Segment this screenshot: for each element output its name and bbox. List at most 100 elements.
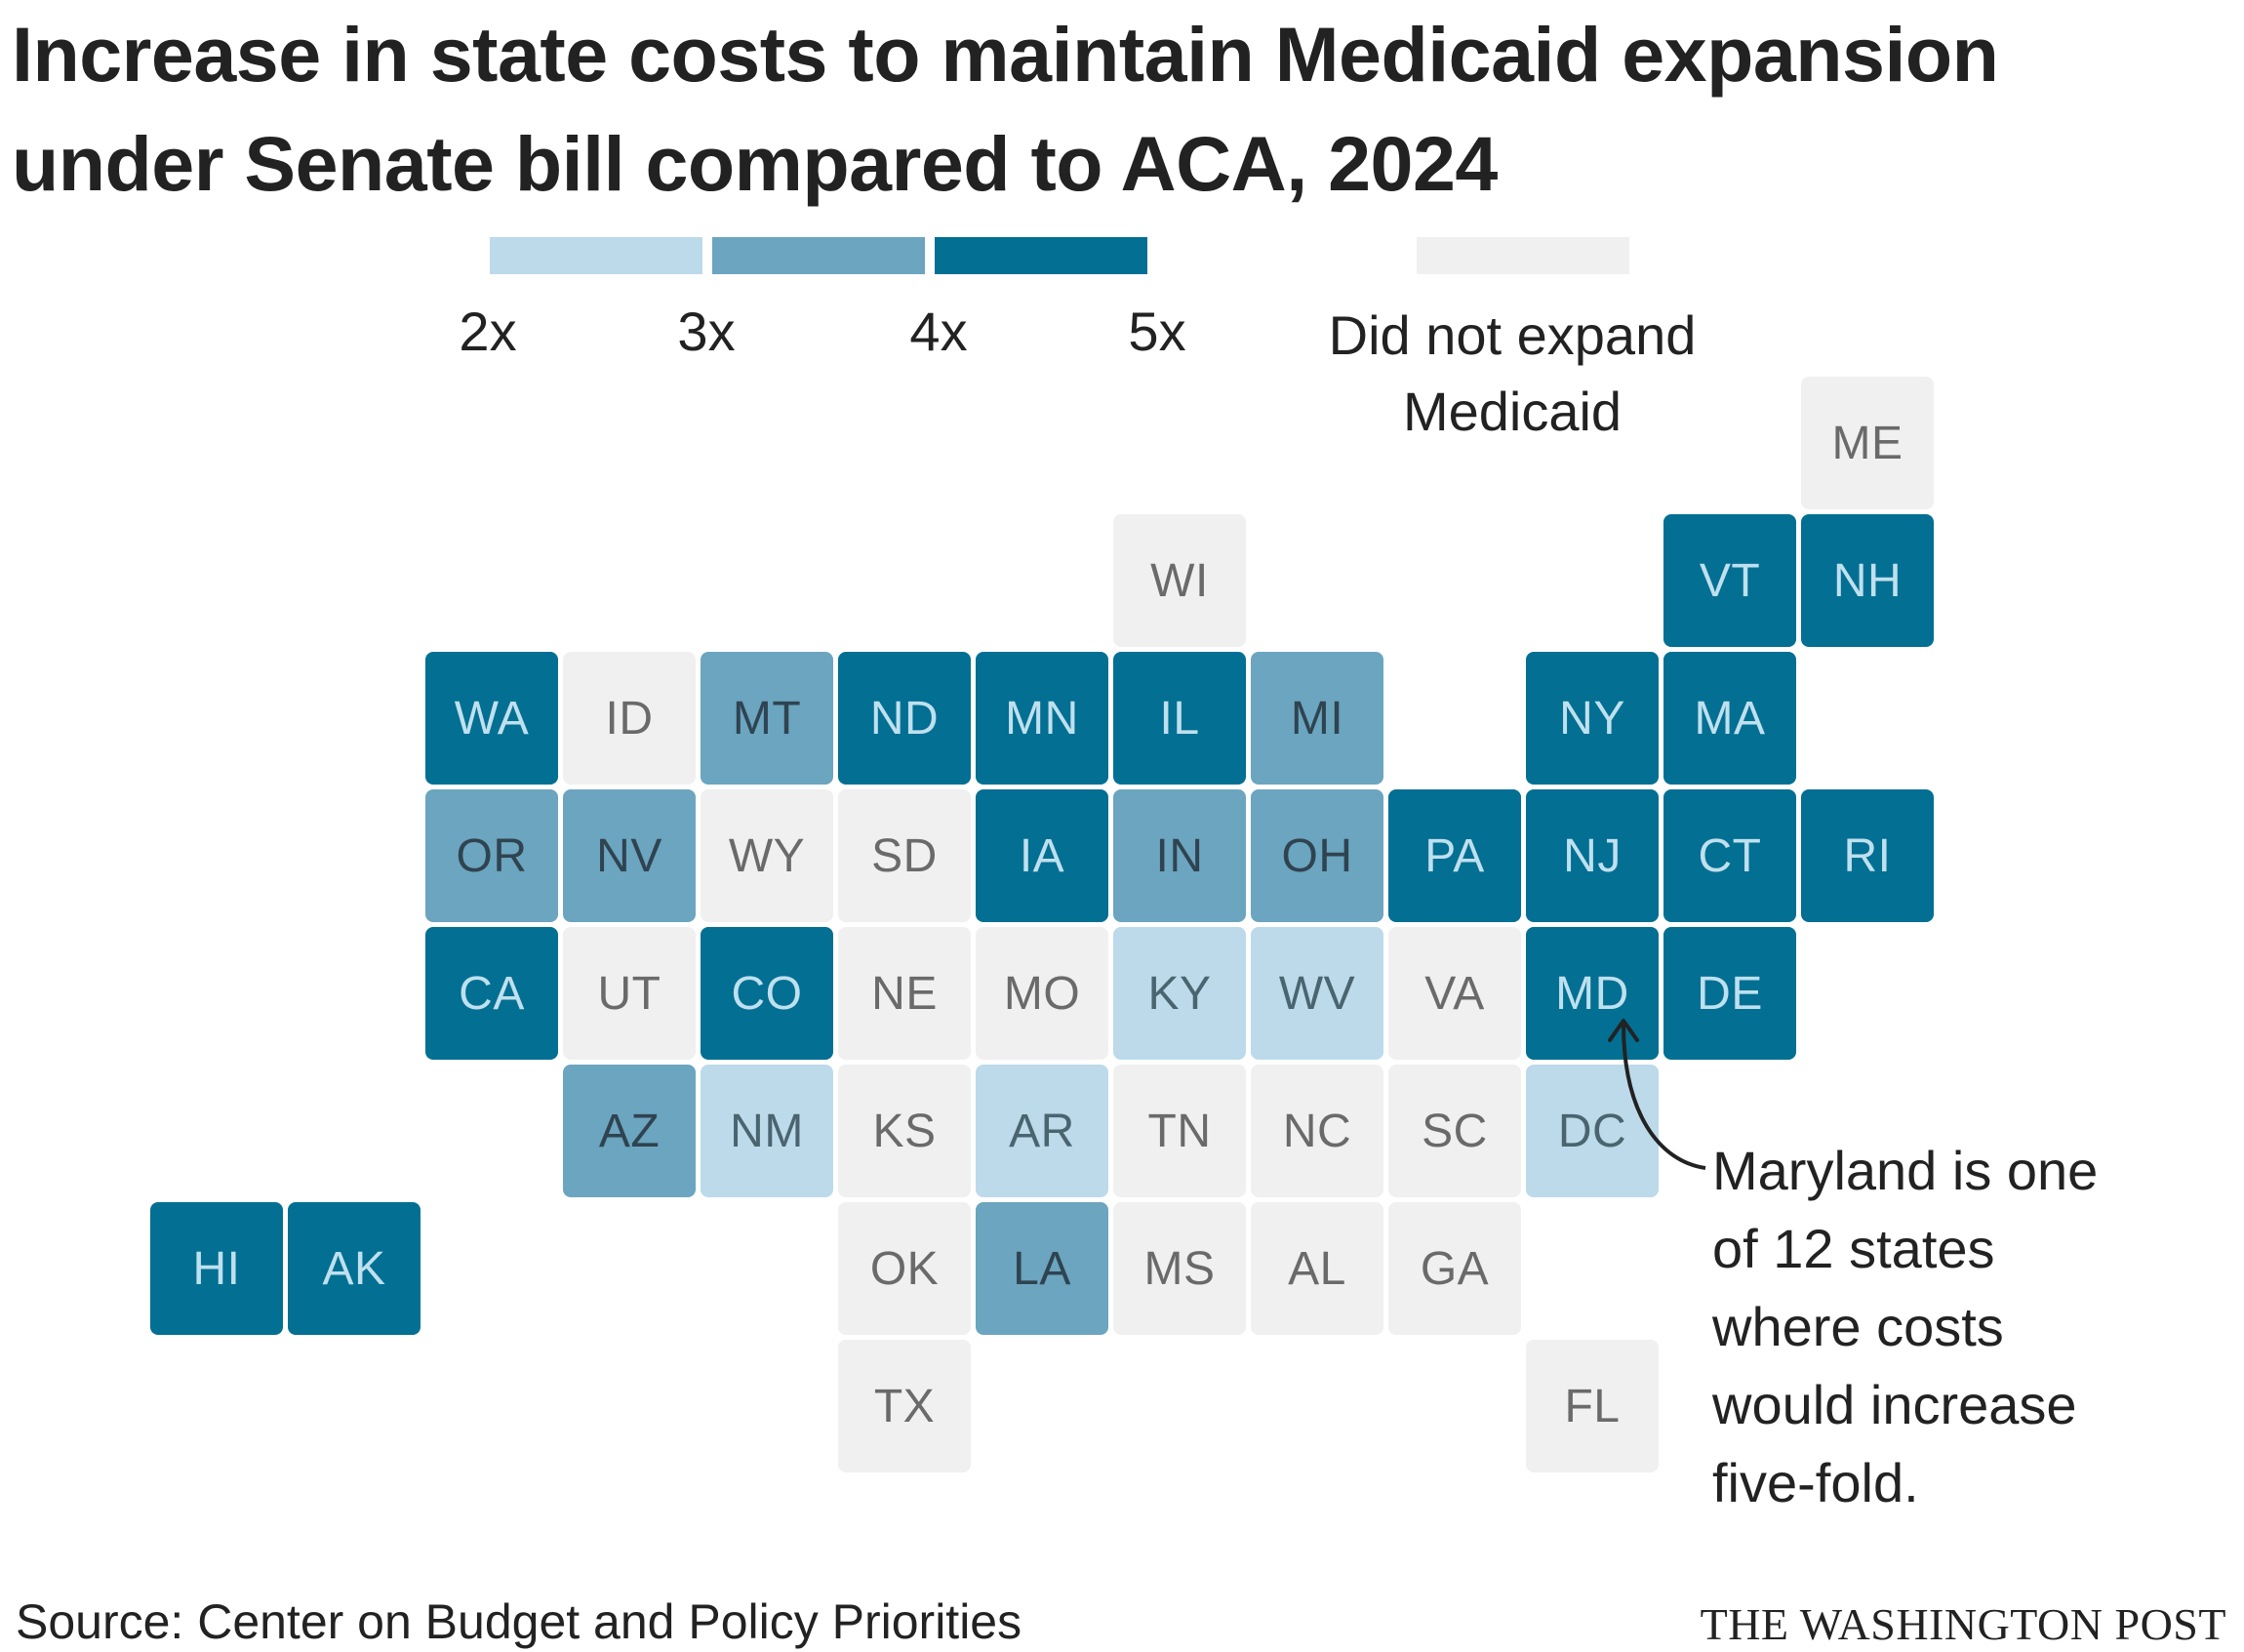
state-tile-al: AL xyxy=(1251,1202,1383,1335)
state-label: MT xyxy=(733,692,801,745)
state-tile-nv: NV xyxy=(563,789,696,922)
state-label: AK xyxy=(322,1242,385,1296)
annotation-line: where costs xyxy=(1712,1288,2220,1366)
state-tile-ny: NY xyxy=(1526,652,1659,785)
state-tile-ks: KS xyxy=(838,1065,971,1197)
state-label: MD xyxy=(1555,967,1629,1021)
state-tile-tx: TX xyxy=(838,1340,971,1472)
state-label: MS xyxy=(1144,1242,1216,1296)
state-label: MO xyxy=(1004,967,1080,1021)
state-label: NE xyxy=(871,967,938,1021)
state-tile-oh: OH xyxy=(1251,789,1383,922)
state-tile-hi: HI xyxy=(150,1202,283,1335)
state-tile-dc: DC xyxy=(1526,1065,1659,1197)
state-label: AL xyxy=(1288,1242,1346,1296)
annotation-text: Maryland is one of 12 states where costs… xyxy=(1712,1132,2220,1522)
state-label: DC xyxy=(1558,1105,1626,1158)
state-label: TX xyxy=(874,1380,935,1433)
state-label: ME xyxy=(1832,417,1903,470)
state-label: MN xyxy=(1005,692,1079,745)
state-tile-ky: KY xyxy=(1113,927,1246,1060)
legend-swatch-2x-3x xyxy=(490,237,702,274)
state-label: AZ xyxy=(599,1105,660,1158)
state-tile-vt: VT xyxy=(1663,514,1796,647)
annotation-line: five-fold. xyxy=(1712,1444,2220,1522)
state-label: AR xyxy=(1009,1105,1075,1158)
state-label: WA xyxy=(455,692,530,745)
state-label: OR xyxy=(457,829,528,883)
state-label: VT xyxy=(1700,554,1760,608)
state-tile-me: ME xyxy=(1801,377,1934,509)
state-tile-ut: UT xyxy=(563,927,696,1060)
legend-tick-4x: 4x xyxy=(909,301,967,363)
state-label: NC xyxy=(1283,1105,1351,1158)
chart-title: Increase in state costs to maintain Medi… xyxy=(12,0,2226,219)
state-label: GA xyxy=(1421,1242,1489,1296)
state-label: NY xyxy=(1559,692,1625,745)
state-tile-ca: CA xyxy=(425,927,558,1060)
state-tile-il: IL xyxy=(1113,652,1246,785)
state-label: CA xyxy=(459,967,525,1021)
state-label: NV xyxy=(596,829,662,883)
state-tile-ga: GA xyxy=(1388,1202,1521,1335)
legend-swatch-not-expanded xyxy=(1417,237,1629,274)
state-tile-or: OR xyxy=(425,789,558,922)
state-label: KY xyxy=(1147,967,1211,1021)
state-tile-in: IN xyxy=(1113,789,1246,922)
state-label: RI xyxy=(1844,829,1892,883)
state-label: IL xyxy=(1159,692,1199,745)
state-tile-wy: WY xyxy=(701,789,833,922)
state-tile-pa: PA xyxy=(1388,789,1521,922)
state-label: MA xyxy=(1695,692,1766,745)
state-label: CO xyxy=(732,967,803,1021)
state-label: SD xyxy=(871,829,938,883)
state-tile-md: MD xyxy=(1526,927,1659,1060)
state-label: UT xyxy=(598,967,661,1021)
state-tile-ia: IA xyxy=(976,789,1108,922)
state-tile-co: CO xyxy=(701,927,833,1060)
state-label: FL xyxy=(1564,1380,1620,1433)
state-label: OH xyxy=(1282,829,1353,883)
state-tile-nh: NH xyxy=(1801,514,1934,647)
state-tile-sc: SC xyxy=(1388,1065,1521,1197)
state-label: OK xyxy=(870,1242,939,1296)
publisher-credit: THE WASHINGTON POST xyxy=(1701,1597,2226,1652)
state-label: LA xyxy=(1013,1242,1071,1296)
state-tile-mi: MI xyxy=(1251,652,1383,785)
state-tile-nc: NC xyxy=(1251,1065,1383,1197)
state-tile-ma: MA xyxy=(1663,652,1796,785)
state-label: NM xyxy=(730,1105,804,1158)
state-tile-nj: NJ xyxy=(1526,789,1659,922)
annotation-line: would increase xyxy=(1712,1366,2220,1444)
state-tile-la: LA xyxy=(976,1202,1108,1335)
state-tile-ct: CT xyxy=(1663,789,1796,922)
annotation-line: Maryland is one xyxy=(1712,1132,2220,1210)
state-tile-ms: MS xyxy=(1113,1202,1246,1335)
state-tile-nm: NM xyxy=(701,1065,833,1197)
state-tile-fl: FL xyxy=(1526,1340,1659,1472)
state-tile-sd: SD xyxy=(838,789,971,922)
state-tile-wa: WA xyxy=(425,652,558,785)
state-tile-tn: TN xyxy=(1113,1065,1246,1197)
state-label: WV xyxy=(1279,967,1355,1021)
state-tile-id: ID xyxy=(563,652,696,785)
state-tile-wv: WV xyxy=(1251,927,1383,1060)
state-label: NH xyxy=(1833,554,1902,608)
state-label: PA xyxy=(1424,829,1484,883)
state-label: WI xyxy=(1150,554,1209,608)
state-label: VA xyxy=(1424,967,1484,1021)
state-tile-nd: ND xyxy=(838,652,971,785)
state-tile-ne: NE xyxy=(838,927,971,1060)
state-label: CT xyxy=(1699,829,1762,883)
source-note: Source: Center on Budget and Policy Prio… xyxy=(16,1592,1022,1651)
state-label: SC xyxy=(1422,1105,1488,1158)
state-tile-mt: MT xyxy=(701,652,833,785)
state-label: ID xyxy=(606,692,654,745)
legend-swatch-3x-4x xyxy=(712,237,925,274)
state-label: MI xyxy=(1291,692,1343,745)
state-label: TN xyxy=(1148,1105,1212,1158)
state-tile-wi: WI xyxy=(1113,514,1246,647)
state-tile-ak: AK xyxy=(288,1202,421,1335)
state-tile-de: DE xyxy=(1663,927,1796,1060)
state-label: KS xyxy=(872,1105,936,1158)
